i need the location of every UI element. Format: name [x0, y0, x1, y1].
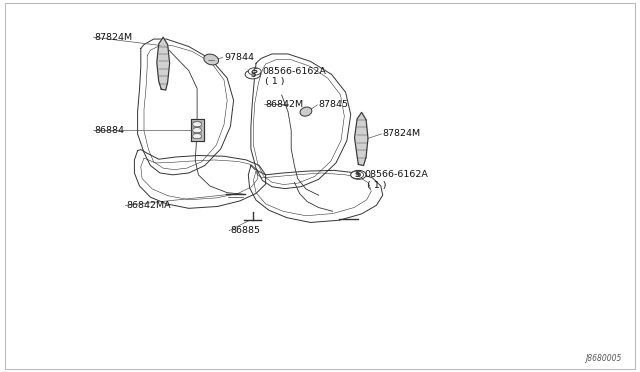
Circle shape	[351, 171, 364, 179]
Circle shape	[193, 122, 202, 127]
Circle shape	[351, 170, 366, 179]
Circle shape	[193, 128, 202, 133]
Polygon shape	[157, 37, 170, 90]
Polygon shape	[355, 112, 368, 166]
Text: 08566-6162A: 08566-6162A	[365, 170, 429, 179]
Text: S: S	[250, 70, 255, 79]
Text: S: S	[355, 172, 360, 178]
Text: 86884: 86884	[95, 126, 125, 135]
Text: 97844: 97844	[224, 53, 254, 62]
Text: 08566-6162A: 08566-6162A	[262, 67, 326, 76]
Ellipse shape	[204, 54, 219, 65]
Circle shape	[248, 68, 261, 75]
Ellipse shape	[300, 107, 312, 116]
Text: 86842MA: 86842MA	[127, 201, 172, 210]
Text: ( 1 ): ( 1 )	[367, 181, 387, 190]
Text: 87824M: 87824M	[383, 129, 421, 138]
Text: S: S	[252, 68, 257, 74]
Circle shape	[245, 70, 260, 79]
Text: J8680005: J8680005	[586, 354, 622, 363]
Text: ( 1 ): ( 1 )	[265, 77, 284, 86]
Text: 87845: 87845	[319, 100, 349, 109]
Text: S: S	[356, 170, 361, 179]
Text: 86885: 86885	[230, 226, 260, 235]
Polygon shape	[191, 119, 204, 141]
Text: 87824M: 87824M	[95, 33, 133, 42]
Text: 86842M: 86842M	[266, 100, 304, 109]
Circle shape	[193, 134, 202, 139]
